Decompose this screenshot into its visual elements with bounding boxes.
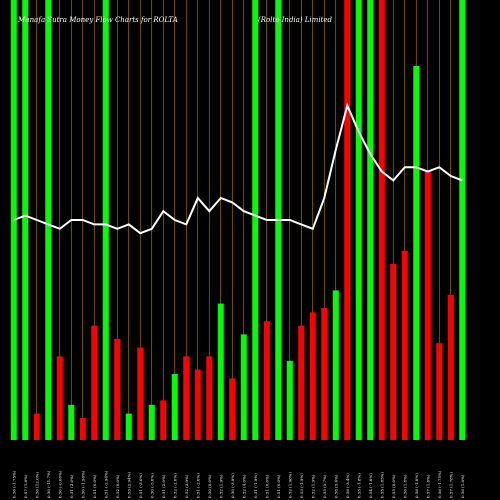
money-flow-bar — [390, 264, 397, 440]
chart-title-right: (Rolta India) Limited — [258, 16, 333, 24]
x-tick-label: 0.51 (-2.0%) — [195, 473, 200, 498]
x-tick-label: 0.58 (5.4%) — [333, 474, 338, 498]
money-flow-bar — [45, 0, 52, 440]
x-tick-label: 0.51 (0.0%) — [92, 474, 97, 498]
x-tick-label: 0.50 (-3.9%) — [230, 473, 235, 498]
money-flow-bar — [114, 338, 121, 440]
money-flow-bar — [171, 374, 178, 440]
x-tick-label: 0.53 (-1.9%) — [299, 473, 304, 498]
x-tick-label: 0.52 (1.9%) — [310, 474, 315, 498]
money-flow-bars — [10, 0, 466, 440]
money-flow-bar — [367, 0, 374, 440]
x-tick-label: 0.55 (-1.8%) — [356, 473, 361, 498]
money-flow-bar — [436, 343, 443, 440]
x-tick-label: 0.51 (0.0%) — [264, 474, 269, 498]
x-tick-label: 0.51 (-1.9%) — [253, 473, 258, 498]
money-flow-bar — [56, 356, 63, 440]
money-flow-bar — [344, 0, 351, 440]
chart-title-left: Munafa Sutra Money Flow Charts for ROLTA — [17, 16, 178, 24]
money-flow-bar — [309, 312, 316, 440]
money-flow-bar — [10, 0, 17, 440]
money-flow-bar — [447, 294, 454, 440]
x-tick-label: 0.51 (0.0%) — [276, 474, 281, 498]
money-flow-bar — [125, 413, 132, 440]
money-flow-bar — [102, 0, 109, 440]
x-tick-label: 0.56 (12.0%) — [34, 472, 39, 498]
money-flow-bar — [148, 404, 155, 440]
x-tick-label: 0.54 (-1.8%) — [368, 473, 373, 498]
money-flow-bar — [459, 0, 466, 440]
money-flow-bar — [413, 66, 420, 440]
x-tick-label: 0.51 (-3.0%) — [138, 473, 143, 498]
price-line — [13, 102, 463, 235]
x-tick-label: 0.57 (1.8%) — [23, 474, 28, 498]
money-flow-bar — [183, 356, 190, 440]
x-tick-label: 0.56 (-1.8%) — [414, 473, 419, 498]
money-flow-bar — [217, 303, 224, 440]
money-flow-bar — [240, 334, 247, 440]
x-tick-labels: 0.56 (-1.75%) 0.57 (1.8%) 0.56 (12.0%) 0.50… — [11, 470, 465, 498]
x-tick-label: 0.56 (1.8%) — [402, 474, 407, 498]
x-tick-label: 0.51 (2.0%) — [69, 474, 74, 498]
money-flow-bar — [286, 360, 293, 440]
money-flow-bar — [378, 0, 385, 440]
money-flow-bar — [22, 0, 29, 440]
money-flow-bar — [91, 325, 98, 440]
x-tick-label: 0.56 (1.8%) — [460, 474, 465, 498]
money-flow-bar — [160, 400, 167, 440]
money-flow-bar — [355, 0, 362, 440]
x-tick-label: 0.55 (0.0%) — [391, 474, 396, 498]
x-tick-label: 0.51 (2.0%) — [161, 474, 166, 498]
money-flow-bar — [298, 325, 305, 440]
x-tick-label: 0.51 (-2.94%) — [103, 470, 108, 498]
money-flow-bar — [252, 0, 259, 440]
money-flow-bar — [401, 250, 408, 440]
money-flow-bar — [79, 418, 86, 440]
money-flow-bar — [332, 290, 339, 440]
x-tick-label: 0.52 (1.96%) — [287, 472, 292, 498]
x-tick-label: 0.53 (2.94%) — [126, 472, 131, 498]
x-tick-label: 0.55 (1.85%) — [379, 472, 384, 498]
x-tick-label: 0.52 (0.0%) — [115, 474, 120, 498]
x-tick-label: 0.50 (-3.0%) — [149, 473, 154, 498]
money-flow-bar — [229, 378, 236, 440]
x-tick-label: 0.50 (-1.96%) — [80, 470, 85, 498]
x-tick-label: 0.50 (-11.7%) — [46, 470, 51, 498]
money-flow-bar — [33, 413, 40, 440]
x-tick-label: 0.52 (1.9%) — [218, 474, 223, 498]
x-tick-label: 0.56 (-1.75%) — [11, 470, 16, 498]
money-flow-bar — [68, 404, 75, 440]
money-flow-bar — [137, 347, 144, 440]
x-tick-label: 0.52 (3.9%) — [184, 474, 189, 498]
x-tick-label: 0.50 (0.0%) — [207, 474, 212, 498]
x-tick-label: 0.52 (4.0%) — [241, 474, 246, 498]
money-flow-bar — [263, 321, 270, 440]
x-tick-label: 0.56 (-3.4%) — [345, 473, 350, 498]
money-flow-bar — [194, 369, 201, 440]
x-tick-label: 0.52 (-2.0%) — [172, 473, 177, 498]
x-tick-label: 0.57 (1.78%) — [448, 472, 453, 498]
money-flow-bar — [206, 356, 213, 440]
money-flow-bar — [321, 308, 328, 440]
x-tick-label: 0.55 (5.7%) — [322, 474, 327, 498]
x-tick-label: 0.50 (-0.00%) — [57, 470, 62, 498]
money-flow-bar — [424, 171, 431, 440]
x-tick-label: 0.56 (-1.75%) — [437, 470, 442, 498]
x-tick-label: 0.57 (1.8%) — [425, 474, 430, 498]
